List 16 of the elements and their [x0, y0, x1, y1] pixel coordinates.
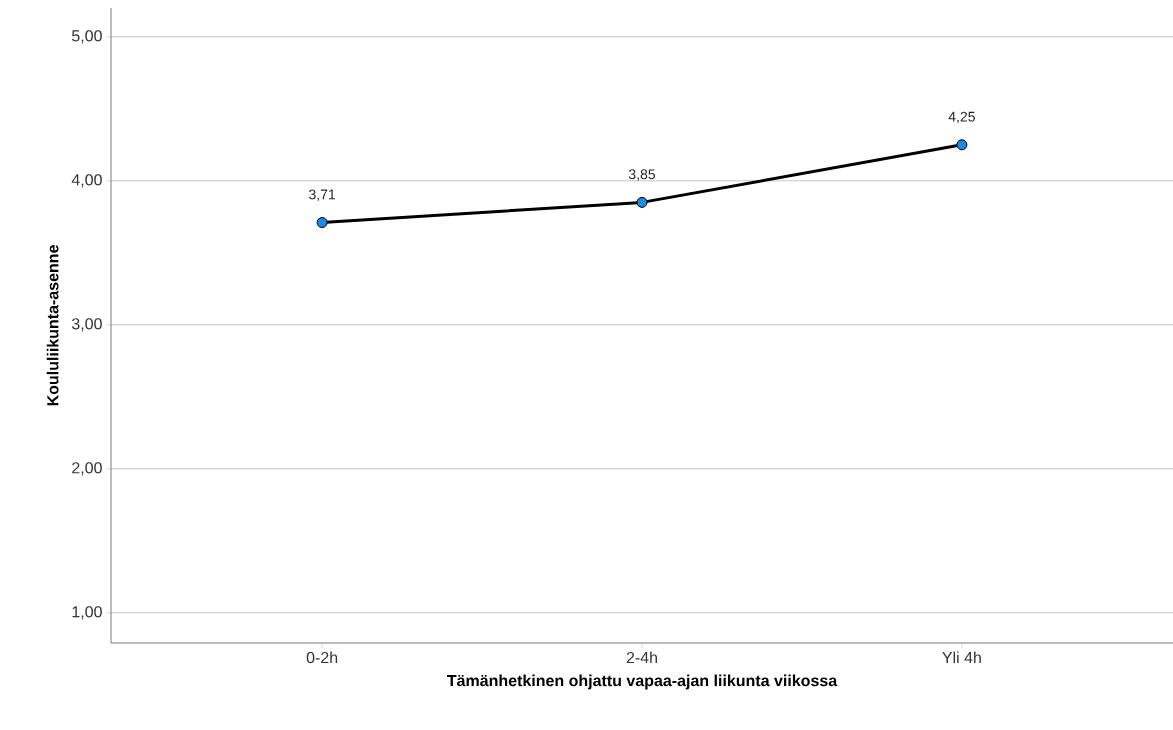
x-tick-label: 2-4h [626, 651, 657, 664]
y-tick-label: 2,00 [72, 462, 102, 476]
x-axis-title: Tämänhetkinen ohjattu vapaa-ajan liikunta viikossa [447, 674, 838, 690]
y-tick-label: 5,00 [71, 30, 102, 44]
x-tick-label: 0-2h [306, 651, 338, 664]
y-axis-title: Koululiikunta-asenne [46, 245, 59, 406]
y-tick-label: 1,00 [72, 606, 102, 620]
data-label: 3,85 [628, 169, 656, 181]
y-tick-label: 3,00 [71, 318, 102, 332]
data-label: 4,25 [948, 111, 975, 124]
x-tick-label: Yli 4h [942, 651, 981, 664]
data-label: 3,71 [309, 189, 336, 202]
y-tick-label: 4,00 [71, 174, 102, 188]
point [316, 217, 328, 229]
point [636, 196, 648, 208]
point [956, 139, 968, 151]
